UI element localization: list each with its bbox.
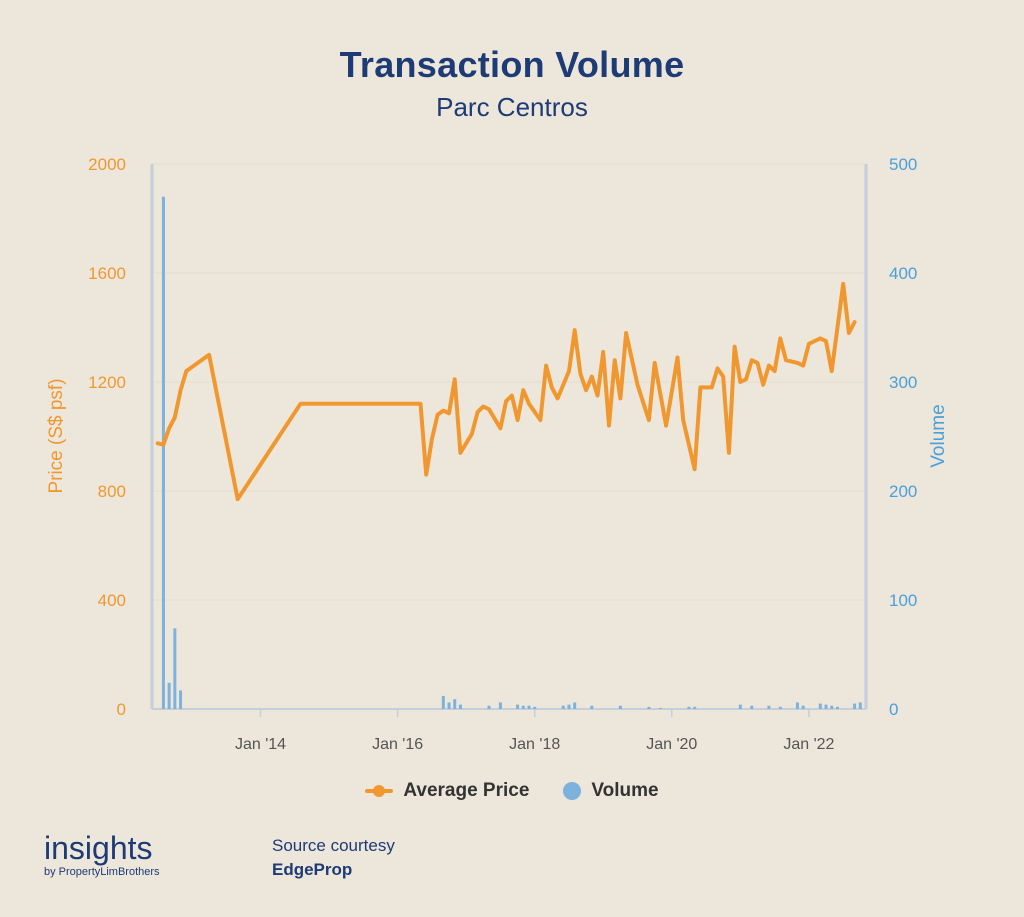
volume-bar: [498, 702, 502, 709]
price-line: [155, 281, 857, 502]
volume-bar: [795, 702, 799, 709]
chart-axes: [150, 164, 868, 717]
volume-bar: [179, 690, 183, 709]
volume-bar: [618, 705, 622, 709]
volume-bar: [767, 705, 771, 709]
right-tick-label: 200: [889, 482, 917, 501]
volume-bar: [516, 704, 520, 709]
volume-bar: [441, 695, 445, 709]
legend-label-average-price: Average Price: [403, 780, 530, 801]
volume-bar: [658, 707, 662, 709]
volume-bar: [835, 706, 839, 709]
volume-bar: [778, 706, 782, 709]
axis-labels: 0 400 800 1200 1600 2000 0 100 200 300 400 500 Jan '…: [46, 155, 949, 753]
volume-bars: [161, 196, 862, 709]
right-tick-label: 300: [889, 373, 917, 392]
volume-bar: [521, 705, 525, 709]
volume-bar: [801, 705, 805, 709]
volume-bar: [533, 706, 537, 709]
x-tick-label: Jan '22: [783, 736, 834, 753]
source-credit: Source courtesy EdgeProp: [272, 836, 395, 880]
volume-bar: [447, 702, 451, 709]
right-tick-label: 0: [889, 700, 898, 719]
right-tick-label: 500: [889, 155, 917, 174]
x-tick-label: Jan '14: [235, 736, 286, 753]
volume-bar: [487, 705, 491, 709]
left-tick-label: 1200: [88, 373, 126, 392]
chart-gridlines: [152, 163, 866, 710]
volume-bar: [853, 703, 857, 709]
x-tick-label: Jan '18: [509, 736, 560, 753]
right-axis-title: Volume: [928, 404, 949, 467]
legend-label-volume: Volume: [591, 780, 659, 801]
chart-legend: Average Price Volume: [0, 780, 1024, 802]
left-tick-label: 0: [117, 700, 126, 719]
left-tick-label: 1600: [88, 264, 126, 283]
volume-bar: [687, 706, 691, 709]
x-tick-label: Jan '16: [372, 736, 423, 753]
right-tick-label: 100: [889, 591, 917, 610]
line-legend-icon: [365, 784, 394, 798]
volume-bar: [750, 705, 754, 709]
brand-name: insights: [44, 830, 153, 866]
chart-subtitle: Parc Centros: [436, 92, 588, 122]
volume-bar: [573, 702, 577, 709]
source-label: Source courtesy: [272, 836, 395, 855]
left-tick-label: 800: [98, 482, 126, 501]
volume-bar: [590, 705, 594, 709]
chart-title: Transaction Volume: [339, 44, 685, 85]
volume-bar: [824, 704, 828, 709]
volume-bar: [527, 705, 531, 709]
legend-item-average-price[interactable]: Average Price: [365, 780, 529, 802]
source-name: EdgeProp: [272, 860, 353, 879]
volume-bar: [818, 703, 822, 709]
legend-item-volume[interactable]: Volume: [563, 780, 659, 802]
left-tick-label: 2000: [88, 155, 126, 174]
price-series-line: [155, 281, 857, 502]
volume-bar: [167, 682, 171, 709]
volume-bar: [830, 705, 834, 709]
right-tick-label: 400: [889, 264, 917, 283]
volume-bar: [738, 704, 742, 709]
brand-tagline: by PropertyLimBrothers: [44, 866, 160, 878]
volume-bar: [858, 702, 862, 709]
left-tick-label: 400: [98, 591, 126, 610]
volume-bar: [561, 705, 565, 709]
volume-bar: [458, 704, 462, 709]
brand-logo: insights by PropertyLimBrothers: [44, 832, 160, 878]
volume-bar: [161, 196, 165, 709]
volume-bar: [173, 628, 177, 709]
volume-bar: [453, 699, 457, 709]
circle-legend-icon: [563, 782, 582, 800]
volume-bar: [647, 706, 651, 709]
volume-bar: [693, 706, 697, 709]
x-tick-label: Jan '20: [646, 736, 697, 753]
volume-bar: [567, 704, 571, 709]
left-axis-title: Price (S$ psf): [46, 378, 67, 493]
